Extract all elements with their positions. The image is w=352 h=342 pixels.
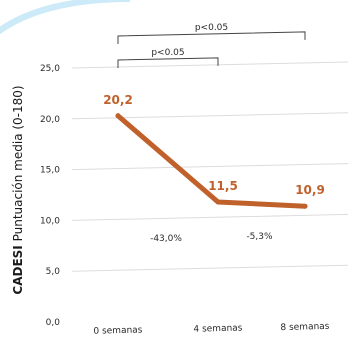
- y-tick-label: 20,0: [40, 115, 60, 125]
- data-label: 20,2: [103, 93, 133, 107]
- significance-bracket: [117, 57, 219, 68]
- x-tick-label: 8 semanas: [280, 322, 330, 333]
- significance-label: p<0.05: [195, 23, 228, 33]
- y-axis-label: CADESI Puntuación media (0-180): [11, 85, 25, 294]
- gridline: [71, 213, 349, 221]
- significance-bracket: [117, 31, 306, 44]
- y-axis-label-rest: Puntuación media (0-180): [11, 85, 25, 245]
- y-axis-label-bold: CADESI: [11, 245, 25, 294]
- data-label: 10,9: [295, 183, 325, 197]
- significance-label: p<0.05: [151, 48, 184, 58]
- gridline: [71, 264, 349, 272]
- gridline: [71, 112, 349, 120]
- y-tick-label: 25,0: [40, 64, 60, 74]
- data-point: [302, 203, 308, 209]
- y-tick-label: 0,0: [46, 318, 61, 328]
- change-label: -43,0%: [150, 234, 182, 244]
- x-tick-label: 4 semanas: [193, 323, 243, 334]
- gridline: [71, 61, 349, 69]
- change-label: -5,3%: [246, 232, 273, 242]
- data-point: [115, 113, 121, 119]
- y-tick-label: 15,0: [40, 166, 60, 176]
- gridline: [71, 163, 349, 171]
- x-tick-label: 0 semanas: [93, 325, 143, 336]
- decorative-accent-arc: [0, 0, 130, 35]
- data-label: 11,5: [208, 179, 238, 193]
- y-tick-label: 5,0: [46, 267, 61, 277]
- y-tick-label: 10,0: [40, 216, 60, 226]
- data-point: [215, 199, 221, 205]
